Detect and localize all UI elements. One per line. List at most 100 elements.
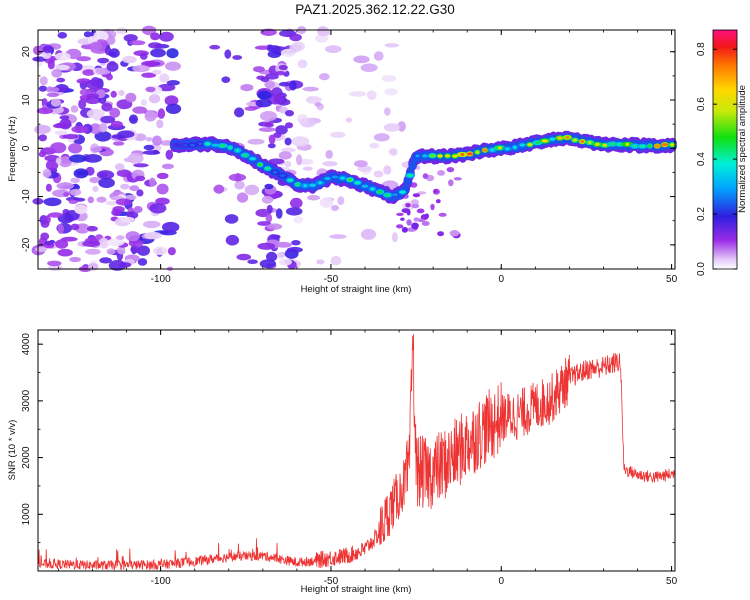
- spectrogram-cell: [94, 116, 102, 121]
- spectrogram-cell: [384, 43, 399, 48]
- spectrogram-cell: [331, 205, 339, 211]
- spectrogram-cell: [87, 263, 99, 271]
- spectrogram-cell: [61, 236, 78, 242]
- track-peak: [340, 176, 345, 180]
- spectrogram-cell: [297, 59, 308, 69]
- track-peak: [198, 142, 203, 146]
- spectrogram-cell: [166, 80, 180, 86]
- spectrogram-cell: [384, 107, 391, 116]
- spectrogram-cell: [360, 63, 378, 72]
- track-peak: [609, 142, 616, 146]
- spectrogram-cell: [74, 204, 88, 215]
- colorbar: 0.0 0.2 0.4 0.6 0.8 Normalized spectral ampl…: [696, 29, 748, 276]
- colorbar-tick-label: 0.0: [696, 262, 707, 276]
- spectrogram-cell: [302, 86, 319, 92]
- track-peak: [175, 143, 180, 147]
- track-peak: [407, 174, 413, 177]
- spectrogram-cell: [55, 52, 71, 61]
- spectrogram-cell: [38, 85, 48, 92]
- spectrogram-cell: [421, 221, 430, 226]
- spectrogram-cell: [129, 114, 138, 124]
- spectrogram-cell: [257, 221, 271, 226]
- track-peak: [505, 147, 510, 151]
- spectrogram-cell: [136, 189, 144, 197]
- track-peak: [318, 181, 323, 185]
- spectrogram-cell: [42, 168, 52, 178]
- spectrogram-cell: [337, 196, 345, 206]
- track-body: [408, 160, 417, 171]
- track-peak: [236, 148, 240, 152]
- track-peak: [519, 143, 526, 147]
- spectrogram-cell: [137, 258, 148, 266]
- spectrogram-cell: [58, 156, 72, 168]
- spectrogram-cell: [315, 33, 329, 43]
- spectrogram-cell: [435, 199, 441, 204]
- spectrogram-cell: [236, 253, 252, 261]
- spectrogram-cell: [166, 48, 179, 59]
- spectrogram-cell: [369, 142, 380, 149]
- spectrogram-cell: [42, 45, 53, 54]
- snr-background: [38, 330, 675, 571]
- spectrogram-cell: [284, 161, 292, 168]
- spectrogram-cell: [111, 208, 122, 217]
- spectrogram-cell: [100, 115, 116, 124]
- spectrogram-cell: [132, 106, 148, 114]
- track-peak: [264, 167, 271, 170]
- spectrogram-cell: [96, 170, 115, 180]
- colorbar-gradient: [712, 29, 738, 270]
- spectrogram-cell: [396, 212, 404, 216]
- spectrogram-cell: [141, 72, 157, 78]
- spectrogram-cell: [438, 212, 447, 217]
- spectrogram-cell: [118, 262, 132, 268]
- track-peak: [445, 154, 450, 158]
- spectrogram-cell: [349, 91, 367, 97]
- spectrogram-cell: [84, 154, 102, 163]
- spectrogram-cell: [164, 95, 179, 106]
- track-peak: [377, 190, 383, 194]
- track-peak: [661, 143, 669, 147]
- track-peak: [415, 154, 420, 158]
- spectrogram-cell: [424, 213, 429, 219]
- track-peak: [361, 184, 369, 188]
- spectrogram-cell: [45, 159, 59, 171]
- spectrogram-cell: [46, 92, 60, 98]
- spectrogram-cell: [290, 197, 303, 209]
- spectrogram-cell: [46, 86, 53, 93]
- track-peak: [513, 145, 517, 149]
- spectrogram-cell: [296, 154, 303, 166]
- spectrogram-cell: [281, 147, 296, 153]
- spectrogram-cell: [71, 125, 89, 134]
- spectrogram-cell: [122, 55, 137, 64]
- track-peak: [392, 193, 398, 197]
- spectrogram-cell: [150, 48, 166, 58]
- spectrogram-cell: [57, 223, 64, 235]
- x-tick-label: -50: [324, 576, 339, 587]
- spectrogram-y-ticks: 20 10 0 -10 -20: [21, 46, 675, 270]
- spectrogram-cell: [57, 248, 73, 257]
- spectrogram-cell: [277, 252, 285, 259]
- spectrogram-cell: [86, 108, 105, 119]
- spectrogram-cell: [135, 175, 146, 182]
- track-peak: [309, 183, 316, 187]
- spectrogram-cell: [156, 172, 169, 180]
- spectrogram-cell: [82, 240, 101, 247]
- spectrogram-cell: [261, 195, 274, 204]
- spectrogram-cell: [62, 134, 79, 140]
- spectrogram-cell: [70, 105, 79, 113]
- spectrogram-cell: [89, 177, 100, 184]
- track-peak: [632, 144, 638, 148]
- spectrogram-cell: [264, 183, 274, 190]
- spectrogram-cell: [142, 220, 161, 229]
- spectrogram-cell: [120, 183, 130, 190]
- spectrogram-cell: [129, 40, 146, 46]
- spectrogram-cell: [240, 84, 254, 92]
- spectrogram-cell: [114, 163, 125, 171]
- spectrogram-cell: [44, 240, 54, 246]
- spectrogram-cell: [325, 149, 334, 159]
- spectrogram-cell: [259, 259, 277, 269]
- track-peak: [324, 177, 331, 180]
- track-peak: [190, 143, 196, 147]
- spectrogram-cell: [391, 232, 398, 243]
- spectrogram-cell: [232, 55, 243, 60]
- spectrogram-cell: [437, 231, 444, 237]
